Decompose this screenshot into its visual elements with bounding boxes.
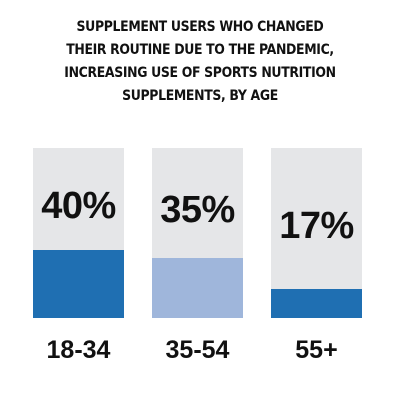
value-label-55+: 17% [279,204,354,247]
bar-18-34 [33,250,124,318]
bar-track-18-34: 40% [33,148,124,318]
chart-title-line-3: INCREASING USE OF SPORTS NUTRITION [64,65,336,81]
chart-title-line-1: SUPPLEMENT USERS WHO CHANGED [76,19,324,35]
bar-track-35-54: 35% [152,148,243,318]
value-label-18-34: 40% [41,185,116,227]
category-label-55+: 55+ [295,336,338,364]
bar-track-55+: 17% [271,148,362,318]
chart-title: SUPPLEMENT USERS WHO CHANGED THEIR ROUTI… [0,16,400,108]
category-label-35-54: 35-54 [165,336,230,364]
bar-55+ [271,289,362,318]
bar-35-54 [152,258,243,318]
chart-title-line-4: SUPPLEMENTS, BY AGE [122,88,278,104]
value-label-35-54: 35% [160,189,235,231]
category-label-18-34: 18-34 [46,336,111,364]
chart-title-line-2: THEIR ROUTINE DUE TO THE PANDEMIC, [66,42,334,58]
